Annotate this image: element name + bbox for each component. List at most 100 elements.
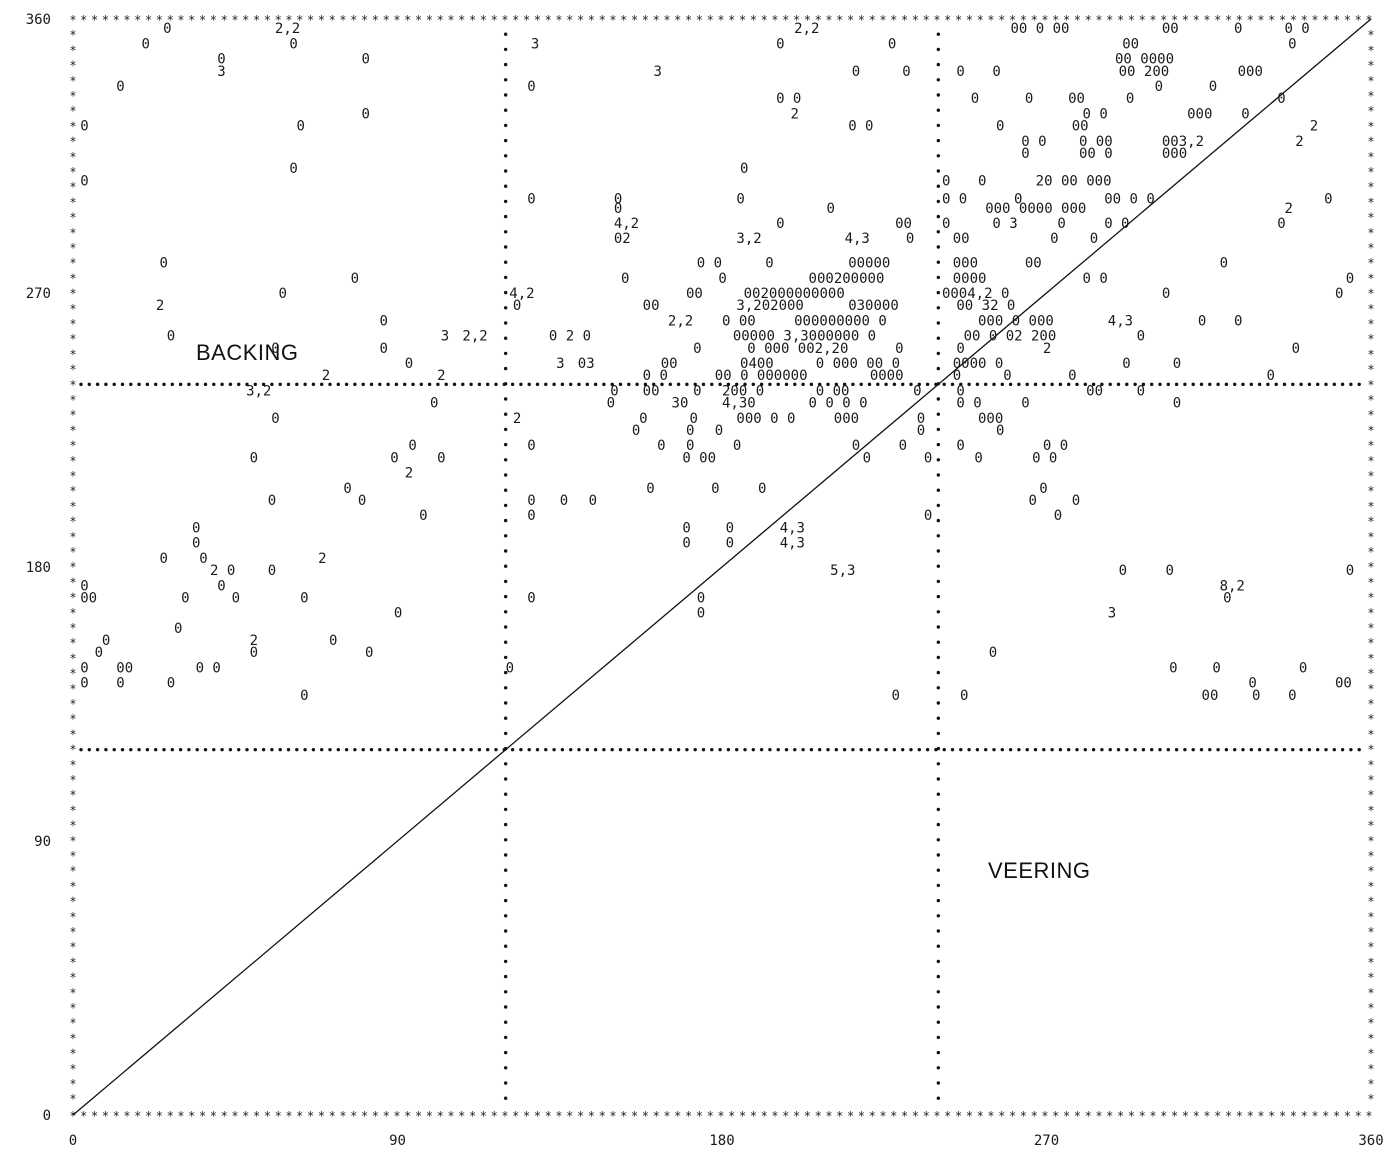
- frame-star: *: [869, 13, 876, 27]
- frame-star: *: [123, 1109, 130, 1123]
- data-point: 0: [405, 356, 413, 372]
- grid-dot-horizontal: [751, 747, 755, 752]
- data-point: 2: [250, 633, 258, 649]
- grid-dot-horizontal: [884, 382, 888, 387]
- grid-dot-vertical: [936, 959, 941, 964]
- data-point: 0: [639, 411, 647, 427]
- frame-star: *: [1182, 13, 1189, 27]
- grid-dot-vertical: [936, 716, 941, 720]
- grid-dot-vertical: [936, 853, 941, 857]
- grid-dot-horizontal: [519, 747, 523, 752]
- frame-star: *: [1367, 515, 1374, 529]
- grid-dot-horizontal: [411, 382, 415, 387]
- frame-star: *: [1367, 1077, 1374, 1091]
- grid-dot-horizontal: [535, 747, 540, 752]
- frame-star: *: [69, 879, 76, 893]
- frame-star: *: [1367, 59, 1374, 73]
- frame-star: *: [113, 13, 120, 27]
- y-tick-label: 90: [34, 834, 51, 850]
- frame-star: *: [210, 13, 217, 27]
- frame-star: *: [1367, 332, 1374, 346]
- grid-dot-horizontal: [743, 747, 747, 752]
- grid-dot-horizontal: [726, 382, 731, 387]
- grid-dot-horizontal: [1025, 382, 1029, 387]
- grid-dot-vertical: [503, 640, 508, 644]
- grid-dot-horizontal: [1083, 747, 1088, 752]
- grid-dot-vertical: [503, 610, 508, 614]
- grid-dot-vertical: [503, 731, 508, 736]
- frame-star: *: [1367, 621, 1374, 635]
- grid-dot-vertical: [503, 686, 508, 690]
- frame-star: *: [1171, 13, 1178, 27]
- grid-dot-horizontal: [261, 382, 266, 387]
- frame-star: *: [1367, 499, 1374, 513]
- grid-dot-horizontal: [220, 747, 224, 752]
- frame-star: *: [1322, 1109, 1329, 1123]
- frame-star: *: [329, 1109, 336, 1123]
- frame-star: *: [1193, 1109, 1200, 1123]
- frame-star: *: [123, 13, 130, 27]
- frame-star: *: [653, 1109, 660, 1123]
- grid-dot-horizontal: [245, 382, 249, 387]
- grid-dot-vertical: [503, 990, 508, 994]
- frame-star: *: [1367, 317, 1374, 331]
- frame-star: *: [1367, 773, 1374, 787]
- frame-star: *: [350, 13, 357, 27]
- frame-star: *: [1367, 135, 1374, 149]
- frame-star: *: [1214, 13, 1221, 27]
- data-point: 5,3: [830, 563, 855, 579]
- grid-dot-horizontal: [1282, 382, 1287, 387]
- frame-star: *: [631, 13, 638, 27]
- grid-dot-horizontal: [544, 747, 548, 752]
- grid-dot-vertical: [936, 731, 941, 736]
- frame-star: *: [69, 636, 76, 650]
- grid-dot-horizontal: [178, 747, 183, 752]
- grid-dot-vertical: [936, 898, 941, 903]
- grid-dot-horizontal: [693, 382, 697, 387]
- frame-star: *: [480, 1109, 487, 1123]
- frame-star: *: [977, 13, 984, 27]
- frame-star: *: [253, 1109, 260, 1123]
- grid-dot-horizontal: [1050, 382, 1054, 387]
- grid-dot-horizontal: [1116, 747, 1121, 752]
- data-point: 3: [556, 356, 564, 372]
- grid-dot-horizontal: [1241, 382, 1245, 387]
- grid-dot-vertical: [936, 93, 941, 97]
- grid-dot-horizontal: [1307, 382, 1312, 387]
- data-point: 0: [379, 341, 387, 357]
- frame-star: *: [685, 13, 692, 27]
- frame-star: *: [393, 1109, 400, 1123]
- grid-dot-horizontal: [486, 747, 490, 752]
- frame-star: *: [69, 1016, 76, 1030]
- grid-dot-horizontal: [1183, 747, 1187, 752]
- frame-star: *: [534, 1109, 541, 1123]
- frame-star: *: [1367, 256, 1374, 270]
- grid-dot-horizontal: [104, 382, 108, 387]
- grid-dot-horizontal: [137, 382, 141, 387]
- grid-dot-horizontal: [859, 382, 863, 387]
- frame-star: *: [102, 13, 109, 27]
- grid-dot-horizontal: [328, 747, 332, 752]
- grid-dot-horizontal: [909, 747, 913, 752]
- data-point: 0: [174, 621, 182, 637]
- grid-dot-vertical: [503, 868, 508, 872]
- data-point: 00: [661, 356, 678, 372]
- data-point: 0 0: [1083, 106, 1108, 122]
- grid-dot-horizontal: [1340, 747, 1345, 752]
- frame-star: *: [69, 484, 76, 498]
- grid-dot-vertical: [936, 792, 941, 796]
- grid-dot-vertical: [503, 929, 508, 933]
- data-point: 0: [888, 36, 896, 52]
- grid-dot-vertical: [503, 974, 508, 979]
- data-point: 3: [531, 36, 539, 52]
- data-point: 0004,2 0: [942, 286, 1009, 302]
- data-point: 0: [1039, 481, 1047, 497]
- frame-star: *: [69, 135, 76, 149]
- data-point: 0: [711, 481, 719, 497]
- data-point: 000: [1162, 146, 1187, 162]
- data-point: 200 0: [722, 383, 764, 399]
- grid-dot-horizontal: [618, 747, 623, 752]
- grid-dot-vertical: [503, 154, 508, 158]
- frame-star: *: [393, 13, 400, 27]
- grid-dot-horizontal: [212, 382, 216, 387]
